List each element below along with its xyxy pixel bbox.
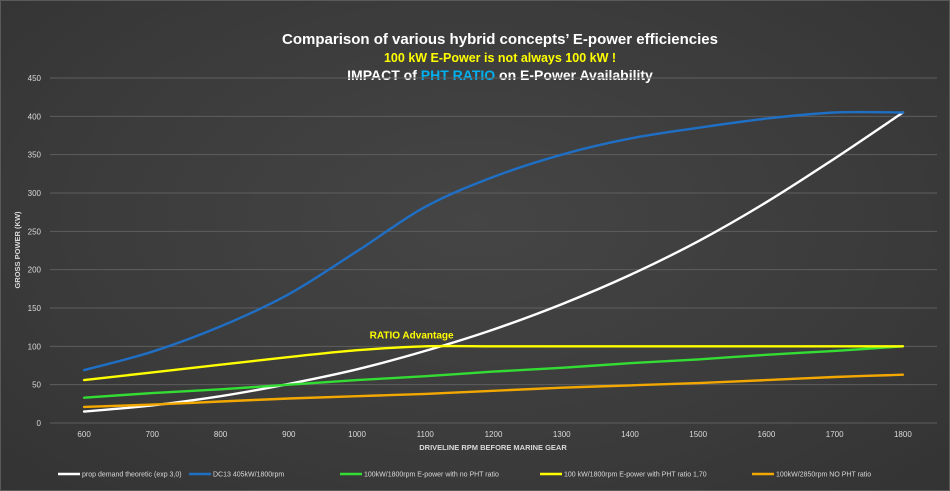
y-axis-label: GROSS POWER (KW) bbox=[13, 211, 22, 289]
chart-subtitle: 100 kW E-Power is not always 100 kW ! bbox=[384, 51, 616, 65]
y-tick-label: 300 bbox=[28, 189, 42, 198]
grid-layer bbox=[50, 77, 937, 424]
title-line3-prefix: IMPACT of bbox=[347, 67, 421, 83]
series-layer bbox=[82, 110, 905, 413]
x-axis-label: DRIVELINE RPM BEFORE MARINE GEAR bbox=[419, 443, 567, 452]
legend-label-3: 100kW/1800rpm E-power with no PHT ratio bbox=[364, 472, 499, 479]
x-tick-label: 1000 bbox=[348, 430, 366, 439]
series-line-3 bbox=[82, 345, 905, 399]
x-tick-label: 600 bbox=[77, 430, 91, 439]
y-tick-label: 150 bbox=[28, 304, 42, 313]
series-line-4 bbox=[82, 344, 905, 382]
x-tick-label: 1600 bbox=[758, 430, 776, 439]
x-tick-label: 1700 bbox=[826, 430, 844, 439]
y-tick-label: 50 bbox=[32, 381, 41, 390]
x-tick-label: 1500 bbox=[689, 430, 707, 439]
chart-title-line3: IMPACT of PHT RATIO on E-Power Availabil… bbox=[347, 67, 653, 83]
x-tick-label: 900 bbox=[282, 430, 296, 439]
legend-label-5: 100kW/2850rpm NO PHT ratio bbox=[776, 472, 871, 479]
x-tick-label: 1200 bbox=[485, 430, 503, 439]
series-line-5 bbox=[82, 373, 905, 409]
x-tick-label: 800 bbox=[214, 430, 228, 439]
x-tick-label: 1800 bbox=[894, 430, 912, 439]
series-line-2 bbox=[82, 110, 905, 372]
y-tick-label: 450 bbox=[28, 74, 42, 83]
y-tick-label: 250 bbox=[28, 227, 42, 236]
legend-label-2: DC13 405kW/1800rpm bbox=[213, 472, 284, 479]
title-line3-suffix: on E-Power Availability bbox=[495, 67, 653, 83]
legend-label-4: 100 kW/1800rpm E-power with PHT ratio 1,… bbox=[564, 472, 707, 479]
x-tick-label: 700 bbox=[146, 430, 160, 439]
y-tick-label: 350 bbox=[28, 151, 42, 160]
ratio-advantage-annotation: RATIO Advantage bbox=[370, 331, 454, 342]
series-line-1 bbox=[82, 111, 905, 413]
y-tick-label: 200 bbox=[28, 266, 42, 275]
legend-label-1: prop demand theoretic (exp 3,0) bbox=[82, 472, 182, 479]
x-tick-label: 1100 bbox=[417, 430, 435, 439]
y-tick-label: 100 bbox=[28, 342, 42, 351]
x-tick-label: 1300 bbox=[553, 430, 571, 439]
y-tick-label: 400 bbox=[28, 112, 42, 121]
legend: prop demand theoretic (exp 3,0) DC13 405k… bbox=[58, 472, 871, 479]
chart-title: Comparison of various hybrid concepts’ E… bbox=[282, 31, 718, 48]
axis-layer: 0 50 100 150 200 250 300 350 400 450 600 700 800 900 1… bbox=[28, 74, 913, 439]
y-tick-label: 0 bbox=[37, 419, 42, 428]
x-tick-label: 1400 bbox=[621, 430, 639, 439]
title-line3-highlight: PHT RATIO bbox=[421, 67, 496, 83]
